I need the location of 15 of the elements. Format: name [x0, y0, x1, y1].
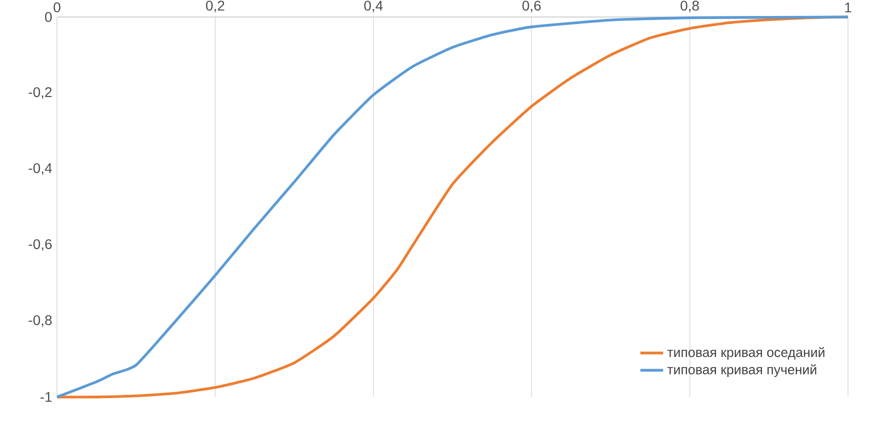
x-tick-label: 0,2: [206, 0, 224, 12]
legend-label: типовая кривая пучений: [667, 364, 816, 377]
legend-label: типовая кривая оседаний: [667, 347, 824, 360]
y-tick-label: 0: [45, 12, 52, 22]
y-tick-label: -1: [40, 392, 52, 402]
y-tick-label: -0,4: [28, 163, 52, 175]
x-tick-label: 0,4: [364, 0, 383, 12]
x-tick-label: 0,8: [680, 0, 699, 12]
y-tick-label: -0,8: [28, 315, 52, 327]
line-series: [56, 16, 850, 398]
y-tick-label: -0,2: [28, 87, 52, 99]
x-tick-label: 1: [845, 2, 852, 12]
x-tick-label: 0,6: [522, 0, 541, 12]
x-tick-label: 0: [54, 2, 60, 12]
y-tick-label: -0,6: [28, 239, 52, 251]
